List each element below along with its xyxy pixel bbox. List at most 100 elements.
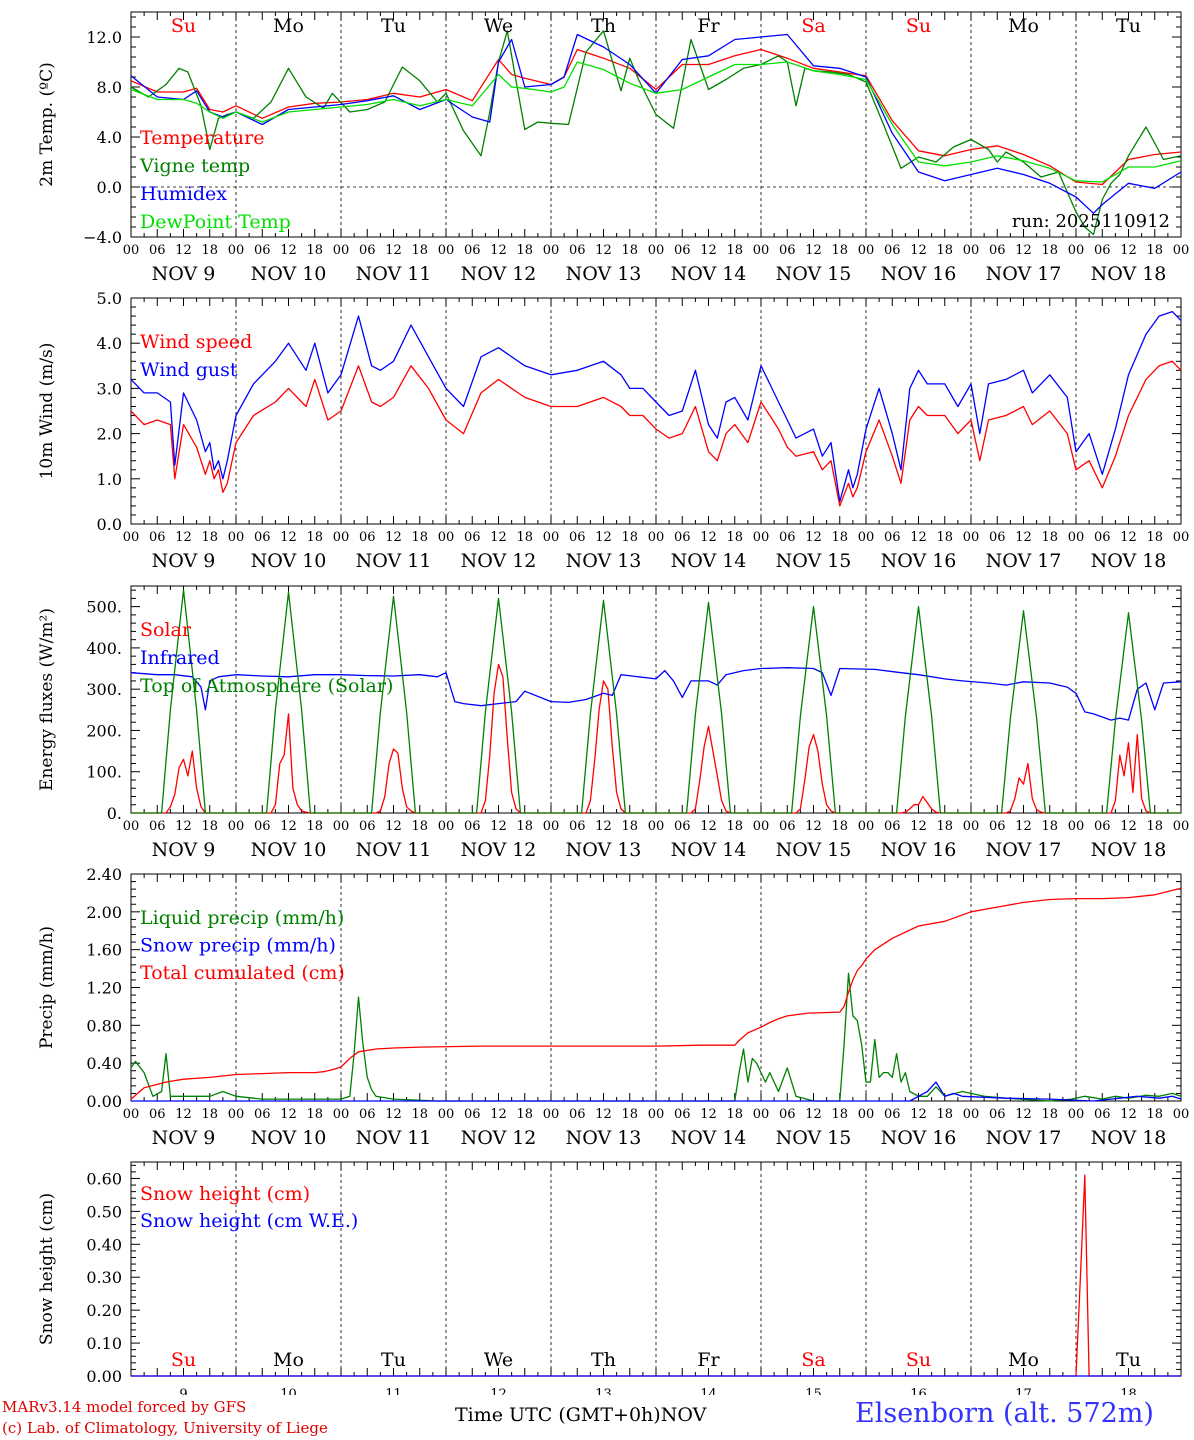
hour-tick-label: 12	[700, 530, 717, 545]
day-name: We	[484, 15, 513, 37]
date-label: NOV 16	[881, 550, 957, 572]
hour-tick-label: 12	[910, 530, 927, 545]
hour-tick-label: 00	[858, 1107, 875, 1122]
hour-tick-label: 12	[490, 530, 507, 545]
date-label: NOV 16	[881, 839, 957, 861]
hour-tick-label: 06	[569, 530, 586, 545]
legend-entry: Humidex	[140, 183, 227, 205]
day-name: Th	[591, 1349, 616, 1371]
hour-tick-label: 12	[1120, 1107, 1137, 1122]
hour-tick-label: 18	[306, 819, 323, 834]
date-label: NOV 9	[152, 839, 216, 861]
hour-tick-label: 12	[280, 1107, 297, 1122]
hour-tick-label: 00	[963, 819, 980, 834]
credit-model: MARv3.14 model forced by GFS	[2, 1398, 247, 1416]
hour-tick-label: 06	[779, 530, 796, 545]
day-number: 17	[1015, 1387, 1032, 1395]
hour-tick-label: 18	[411, 243, 428, 258]
hour-tick-label: 12	[595, 1107, 612, 1122]
y-tick-label: 200.	[86, 721, 122, 740]
hour-tick-label: 00	[1068, 1107, 1085, 1122]
date-label: NOV 12	[461, 550, 537, 572]
hour-tick-label: 06	[149, 243, 166, 258]
y-tick-label: 2.40	[86, 865, 122, 884]
x-axis-month: NOV	[660, 1404, 707, 1426]
hour-tick-label: 00	[1173, 243, 1190, 258]
date-label: NOV 9	[152, 263, 216, 285]
hour-tick-label: 12	[280, 243, 297, 258]
hour-tick-label: 00	[438, 243, 455, 258]
hour-tick-label: 12	[490, 819, 507, 834]
hour-tick-label: 12	[1120, 819, 1137, 834]
hour-tick-label: 18	[726, 530, 743, 545]
hour-tick-label: 18	[411, 530, 428, 545]
panel-4	[130, 873, 1182, 1102]
hour-tick-label: 18	[936, 819, 953, 834]
date-label: NOV 15	[776, 1127, 852, 1149]
y-tick-label: 500.	[86, 598, 122, 617]
hour-tick-label: 06	[359, 819, 376, 834]
date-label: NOV 10	[251, 263, 327, 285]
y-tick-label: 5.0	[97, 289, 122, 308]
hour-tick-label: 06	[149, 819, 166, 834]
hour-tick-label: 06	[779, 819, 796, 834]
hour-tick-label: 00	[648, 819, 665, 834]
hour-tick-label: 18	[306, 243, 323, 258]
hour-tick-label: 12	[595, 819, 612, 834]
y-tick-label: 300.	[86, 680, 122, 699]
hour-tick-label: 06	[569, 243, 586, 258]
day-number: 12	[490, 1387, 507, 1395]
hour-tick-label: 00	[438, 819, 455, 834]
y-axis-label: Energy fluxes (W/m²)	[37, 608, 57, 791]
hour-tick-label: 06	[464, 1107, 481, 1122]
date-label: NOV 17	[986, 839, 1062, 861]
hour-tick-label: 06	[254, 1107, 271, 1122]
series-total-cumulated-cm	[130, 887, 1182, 1100]
hour-tick-label: 18	[201, 530, 218, 545]
y-axis-label: Precip (mm/h)	[37, 926, 57, 1049]
series-dewpoint-temp	[130, 61, 1182, 183]
hour-tick-label: 00	[1173, 1107, 1190, 1122]
y-tick-label: 8.0	[97, 78, 122, 97]
day-name: Fr	[697, 1349, 720, 1371]
hour-tick-label: 06	[989, 819, 1006, 834]
hour-tick-label: 06	[254, 819, 271, 834]
y-tick-label: −4.0	[83, 228, 122, 247]
date-label: NOV 14	[671, 550, 747, 572]
date-label: NOV 18	[1091, 263, 1167, 285]
date-label: NOV 11	[356, 550, 432, 572]
hour-tick-label: 12	[700, 1107, 717, 1122]
hour-tick-label: 06	[254, 243, 271, 258]
day-name: Tu	[381, 1349, 406, 1371]
hour-tick-label: 00	[648, 243, 665, 258]
hour-tick-label: 18	[831, 243, 848, 258]
date-label: NOV 17	[986, 263, 1062, 285]
y-tick-label: 3.0	[97, 379, 122, 398]
day-name: Mo	[1008, 1349, 1039, 1371]
hour-tick-label: 00	[543, 243, 560, 258]
y-tick-label: 0.00	[86, 1367, 122, 1386]
hour-tick-label: 00	[333, 530, 350, 545]
series-snow-precip-mm-h	[131, 1081, 1182, 1102]
hour-tick-label: 00	[1068, 819, 1085, 834]
hour-tick-label: 12	[805, 819, 822, 834]
hour-tick-label: 12	[805, 530, 822, 545]
day-name: Su	[171, 15, 196, 37]
hour-tick-label: 00	[753, 243, 770, 258]
hour-tick-label: 18	[201, 1107, 218, 1122]
hour-tick-label: 18	[1146, 243, 1163, 258]
hour-tick-label: 12	[1015, 819, 1032, 834]
date-label: NOV 17	[986, 1127, 1062, 1149]
legend-entry: Wind gust	[140, 359, 238, 381]
legend-entry: DewPoint Temp	[140, 211, 291, 233]
hour-tick-label: 06	[569, 1107, 586, 1122]
hour-tick-label: 12	[595, 530, 612, 545]
hour-tick-label: 00	[228, 530, 245, 545]
date-label: NOV 10	[251, 839, 327, 861]
legend-entry: Top of Atmosphere (Solar)	[140, 675, 393, 697]
hour-tick-label: 18	[621, 819, 638, 834]
hour-tick-label: 06	[464, 530, 481, 545]
hour-tick-label: 18	[726, 819, 743, 834]
hour-tick-label: 06	[359, 530, 376, 545]
y-tick-label: 0.00	[86, 1092, 122, 1111]
